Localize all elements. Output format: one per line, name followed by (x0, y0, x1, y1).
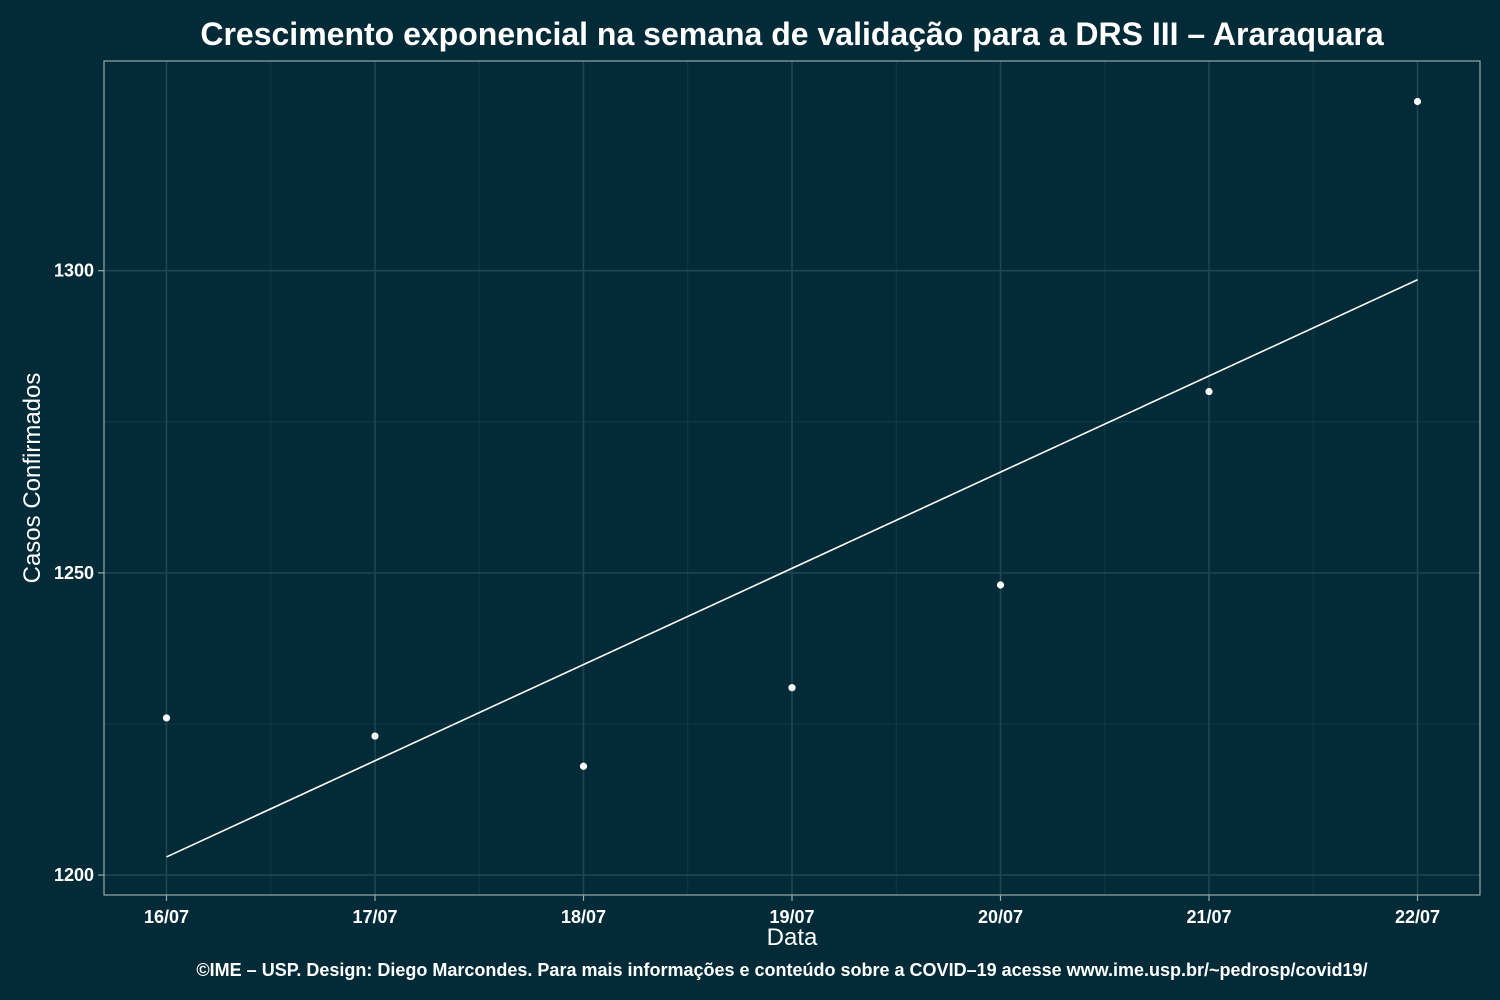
x-tick-label: 16/07 (144, 907, 189, 927)
x-axis: 16/07 17/07 18/07 19/07 20/07 21/07 22/07 (144, 895, 1440, 927)
data-point (371, 732, 379, 740)
data-point (1205, 387, 1213, 396)
x-tick-label: 17/07 (352, 907, 397, 927)
x-tick-label: 18/07 (561, 907, 606, 927)
y-tick-label: 1200 (54, 865, 94, 885)
x-tick-label: 20/07 (978, 907, 1023, 927)
chart-title: Crescimento exponencial na semana de val… (200, 16, 1384, 52)
data-point (1413, 97, 1422, 106)
x-tick-label: 21/07 (1186, 907, 1231, 927)
data-point (579, 762, 588, 770)
x-tick-label: 22/07 (1395, 907, 1440, 927)
data-point (162, 714, 171, 722)
y-tick-label: 1300 (54, 261, 94, 281)
y-tick-label: 1250 (54, 563, 94, 583)
x-axis-label: Data (767, 924, 818, 951)
y-axis-label: Casos Confirmados (19, 373, 46, 584)
fit-line (166, 279, 1418, 858)
points-group (162, 97, 1422, 770)
grid (104, 61, 1480, 895)
caption: ©IME – USP. Design: Diego Marcondes. Par… (196, 960, 1367, 980)
y-axis: 1200 1250 1300 (54, 261, 104, 885)
x-tick-label: 19/07 (769, 907, 814, 927)
data-point (996, 581, 1005, 589)
data-point (788, 684, 796, 692)
fit-line-group (166, 279, 1418, 858)
